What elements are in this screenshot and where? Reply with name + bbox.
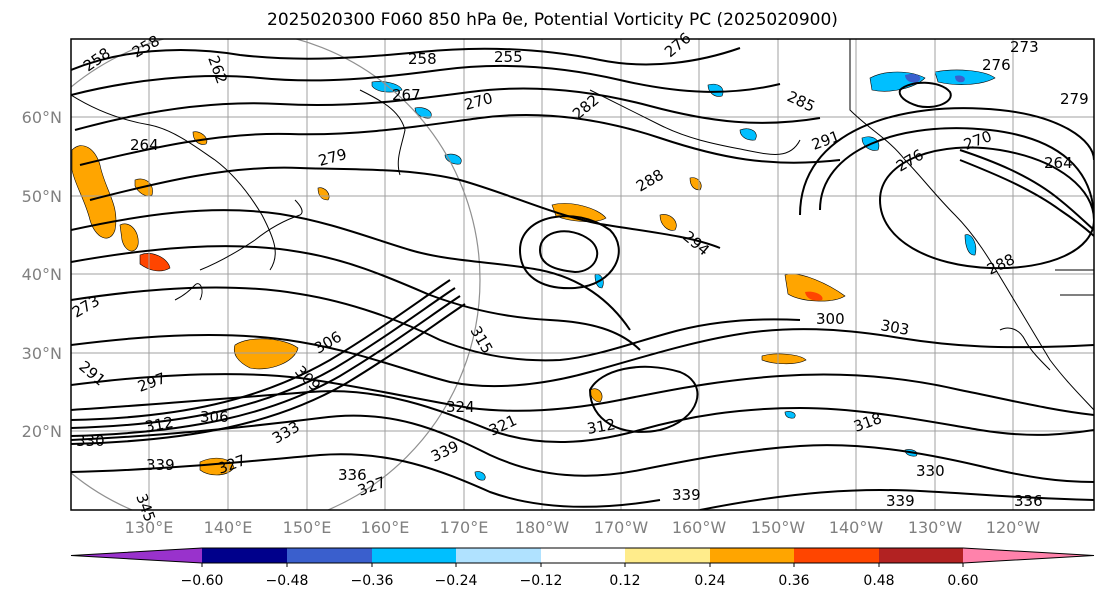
colorbar-tick-label: 0.48	[863, 573, 894, 589]
colorbar-ticks	[201, 563, 964, 567]
colorbar-segment-6	[625, 548, 710, 563]
colorbar-tick-label: 0.60	[947, 573, 978, 589]
lon-label: 180°W	[515, 518, 570, 537]
lon-label: 160°W	[672, 518, 727, 537]
contour-label: 264	[1044, 154, 1073, 172]
contour-label: 312	[586, 415, 617, 438]
contour-label: 276	[982, 56, 1011, 74]
lon-label: 130°W	[908, 518, 963, 537]
lat-label: 40°N	[22, 265, 62, 284]
colorbar-segment-0	[71, 548, 202, 563]
lat-label: 30°N	[22, 344, 62, 363]
colorbar: −0.60 −0.48 −0.36 −0.24 −0.12 0.12 0.24 …	[70, 547, 1095, 589]
colorbar-segment-8	[794, 548, 879, 563]
lat-label: 60°N	[22, 108, 62, 127]
contour-labels: 258 258 262 258 255 276 273 276 279 264 …	[69, 29, 1089, 524]
lon-label: 170°W	[594, 518, 649, 537]
lon-label: 150°W	[751, 518, 806, 537]
colorbar-segment-4	[456, 548, 541, 563]
contour-label: 303	[879, 316, 910, 339]
colorbar-segment-9	[879, 548, 963, 563]
contour-label: 258	[408, 50, 437, 68]
contour-label: 306	[200, 408, 229, 426]
theta-e-contours	[71, 47, 1094, 510]
colorbar-segment-10	[963, 548, 1094, 563]
colorbar-tick-label: 0.36	[778, 573, 809, 589]
lon-label: 140°W	[829, 518, 884, 537]
contour-label: 264	[130, 136, 159, 154]
contour-label: 300	[816, 310, 845, 328]
colorbar-tick-label: −0.48	[266, 573, 309, 589]
lon-label: 120°W	[986, 518, 1041, 537]
colorbar-tick-label: −0.24	[435, 573, 478, 589]
contour-label: 279	[1060, 90, 1089, 108]
lat-label: 50°N	[22, 187, 62, 206]
colorbar-tick-label: 0.24	[694, 573, 725, 589]
colorbar-segment-3	[372, 548, 456, 563]
lon-label: 130°E	[125, 518, 174, 537]
colorbar-tick-label: −0.60	[181, 573, 224, 589]
contour-label: 336	[338, 466, 367, 484]
lon-label: 160°E	[361, 518, 410, 537]
pv-shading	[71, 69, 996, 481]
contour-label: 255	[494, 48, 523, 66]
contour-label: 336	[1014, 492, 1043, 510]
lon-label: 140°E	[204, 518, 253, 537]
chart-title: 2025020300 F060 850 hPa θe, Potential Vo…	[267, 10, 838, 30]
colorbar-tick-label: −0.36	[351, 573, 394, 589]
contour-label: 339	[146, 456, 175, 474]
coastlines	[71, 39, 1094, 411]
colorbar-tick-label: 0.12	[609, 573, 640, 589]
colorbar-segment-1	[202, 548, 287, 563]
colorbar-tick-label: −0.12	[520, 573, 563, 589]
graticule	[71, 39, 1094, 510]
contour-label: 330	[916, 462, 945, 480]
latitude-labels: 60°N 50°N 40°N 30°N 20°N	[22, 108, 62, 441]
contour-label: 330	[76, 432, 105, 450]
contour-label: 324	[446, 398, 475, 416]
contour-label: 339	[672, 486, 701, 504]
lon-label: 150°E	[283, 518, 332, 537]
reference-circle	[71, 39, 481, 510]
contour-label: 339	[886, 492, 915, 510]
contour-label: 273	[1010, 38, 1039, 56]
contour-label: 312	[144, 413, 175, 436]
colorbar-segment-7	[710, 548, 794, 563]
lon-label: 170°E	[440, 518, 489, 537]
longitude-labels: 130°E 140°E 150°E 160°E 170°E 180°W 170°…	[125, 518, 1041, 537]
colorbar-segment-5	[541, 548, 625, 563]
lat-label: 20°N	[22, 422, 62, 441]
map-border	[70, 38, 1095, 511]
colorbar-segment-2	[287, 548, 372, 563]
contour-label: 267	[392, 86, 421, 104]
